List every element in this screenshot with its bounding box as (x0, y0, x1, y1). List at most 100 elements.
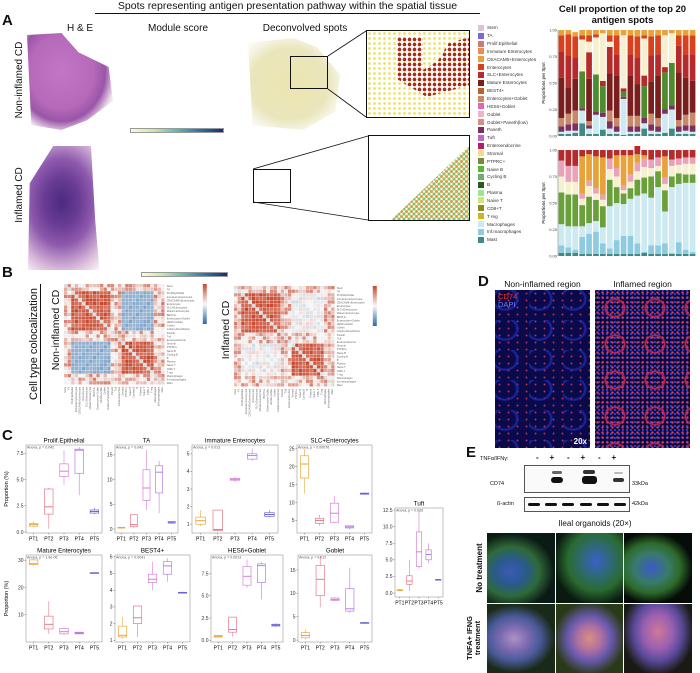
bar-segment (641, 75, 648, 87)
legend-swatch (478, 189, 484, 196)
heatmap-cell (139, 338, 143, 342)
heatmap-cell (237, 368, 241, 373)
heatmap-cell (64, 345, 68, 349)
module-score-colorbar-inflamed (141, 272, 228, 277)
heatmap-cell (295, 300, 299, 304)
heatmap-cell (248, 296, 252, 301)
heatmap-cell (259, 307, 263, 311)
bar-segment (641, 193, 648, 252)
heatmap-cell (132, 327, 136, 331)
legend-label: Macrophages (487, 221, 515, 227)
heatmap-cell (295, 383, 299, 387)
heatmap-cell (327, 376, 331, 380)
bar-segment (675, 242, 682, 254)
heatmap-cell (132, 294, 136, 299)
heatmap-cell (244, 376, 249, 380)
heatmap-cell (234, 383, 238, 387)
bar-segment (669, 128, 675, 136)
heatmap-cell (136, 359, 140, 363)
heatmap-cell (280, 311, 285, 315)
bar-segment (572, 130, 579, 133)
bar-segment (613, 176, 620, 188)
heatmap-cell (234, 286, 238, 290)
bar-segment (662, 132, 668, 136)
heatmap-col-label: T reg (149, 386, 153, 393)
bar-segment (558, 245, 565, 253)
heatmap-col-label: Naive T (142, 386, 146, 395)
bar-segment (682, 125, 689, 131)
heatmap-cell (136, 305, 140, 309)
heatmap-cell (118, 374, 122, 378)
heatmap-cell (277, 314, 281, 319)
heatmap-cell (262, 325, 267, 329)
y-tick-label: 1.00 (549, 148, 558, 153)
heatmap-cell (136, 294, 140, 299)
x-tick-label: PT4 (75, 646, 84, 652)
heatmap-cell (266, 322, 270, 326)
heatmap-cell (125, 341, 129, 345)
heatmap-cell (146, 363, 151, 367)
heatmap-cell (295, 325, 299, 329)
heatmap-row-label: BEST4+ (337, 315, 347, 319)
heatmap-cell (146, 312, 151, 317)
bar-segment (606, 46, 613, 74)
heatmap-cell (313, 347, 317, 351)
heatmap-cell (132, 320, 136, 324)
heatmap-cell (298, 350, 303, 355)
heatmap-cell (331, 368, 335, 373)
heatmap-cell (132, 370, 136, 374)
heatmap-cell (288, 340, 292, 344)
heatmap-cell (313, 365, 317, 369)
bar-segment (606, 73, 613, 111)
bar-segment (662, 150, 668, 157)
heatmap-cell (143, 359, 147, 363)
heatmap-cell (288, 304, 292, 308)
heatmap-cell (100, 323, 104, 327)
heatmap-cell (100, 291, 104, 295)
heatmap-cell (143, 323, 147, 327)
heatmap-cell (103, 298, 107, 302)
legend-label: Prolif.Epithelial (487, 41, 518, 47)
bar-segment (662, 177, 668, 184)
heatmap-cell (128, 338, 133, 342)
heatmap-cell (107, 316, 111, 320)
bar-segment (634, 243, 641, 254)
heatmap-cell (241, 314, 245, 319)
heatmap-cell (237, 307, 241, 311)
anova-annotation: Anova, p = 0.042 (27, 446, 54, 450)
heatmap-cell (146, 309, 151, 313)
heatmap-cell (316, 314, 321, 319)
heatmap-cell (327, 379, 331, 383)
heatmap-cell (89, 323, 93, 327)
bar-segment (565, 165, 572, 182)
bar-segment (641, 128, 648, 136)
bar-segment (558, 192, 565, 225)
heatmap-cell (89, 330, 93, 335)
heatmap-cell (284, 318, 288, 322)
bar-segment (662, 113, 668, 133)
heatmap-cell (71, 359, 75, 363)
bar-segment (662, 183, 668, 191)
heatmap-cell (92, 323, 97, 327)
box (130, 514, 138, 527)
bar-segment (634, 126, 641, 132)
bar-segment (558, 131, 565, 134)
heatmap-cell (273, 293, 277, 297)
heatmap-cell (82, 284, 86, 288)
heatmap-cell (259, 300, 263, 304)
heatmap-cell (259, 322, 263, 326)
bar-segment (613, 253, 620, 256)
bar-segment (648, 130, 654, 134)
col-header-module-score: Module score (147, 23, 209, 34)
bar-segment (606, 35, 613, 42)
y-tick-label: 5.0 (386, 558, 393, 564)
heatmap-cell (320, 376, 324, 380)
heatmap-cell (74, 363, 79, 367)
heatmap-col-label: HES6+Goblet (269, 389, 273, 405)
heatmap-cell (327, 340, 331, 344)
heatmap-cell (302, 318, 306, 322)
heatmap-cell (100, 309, 104, 313)
heatmap-cell (255, 354, 259, 358)
heatmap-cell (161, 345, 165, 349)
